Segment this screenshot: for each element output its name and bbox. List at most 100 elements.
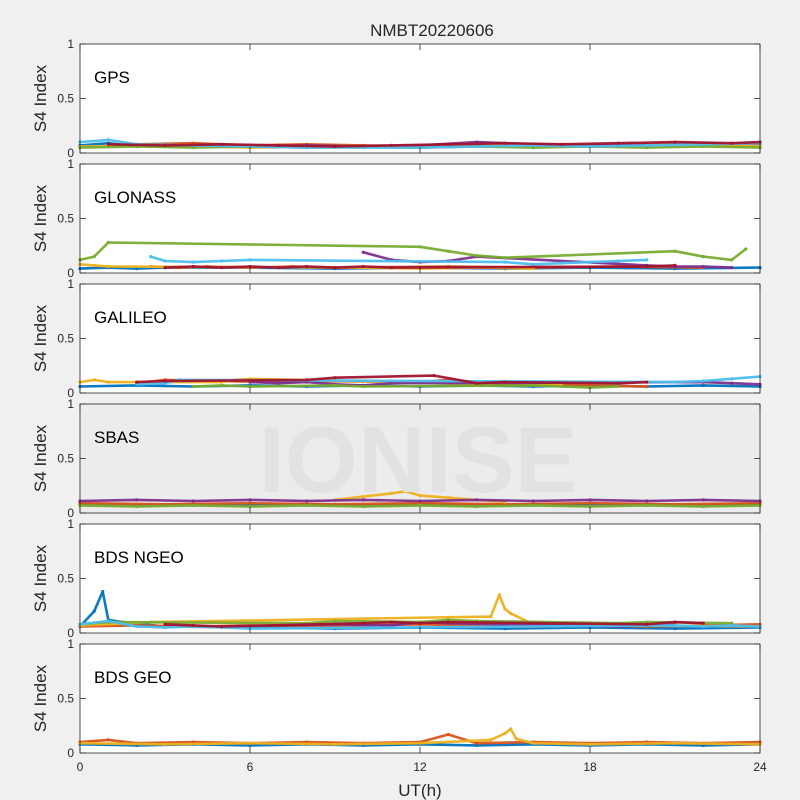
y-tick-label: 1 [67, 37, 74, 51]
data-point [588, 504, 592, 509]
data-point [220, 266, 224, 270]
data-point [305, 499, 309, 503]
panel-label: SBAS [94, 428, 139, 447]
data-point [509, 727, 513, 731]
data-point [475, 381, 479, 385]
data-point [446, 142, 450, 146]
data-point [730, 621, 734, 625]
data-point [220, 624, 224, 629]
data-point [503, 380, 507, 384]
data-point [616, 259, 620, 263]
y-tick-label: 1 [67, 277, 74, 291]
x-tick-label: 18 [583, 760, 597, 774]
data-point [191, 384, 195, 389]
series-line [192, 384, 620, 389]
data-point [101, 590, 105, 594]
y-axis-label: S4 Index [31, 304, 50, 372]
data-point [390, 266, 394, 270]
data-point [588, 144, 592, 149]
data-point [418, 499, 422, 503]
data-point [730, 266, 734, 270]
data-point [92, 255, 96, 259]
data-point [305, 264, 309, 269]
data-point [701, 144, 705, 149]
data-point [673, 263, 677, 267]
data-point [645, 499, 649, 503]
panel-glonass: 0 0.5 1 GLONASS S4 Index [31, 157, 762, 280]
data-point [673, 620, 677, 624]
panel-label: GLONASS [94, 188, 176, 207]
x-tick-label: 12 [413, 760, 427, 774]
data-point [503, 141, 507, 145]
data-point [497, 593, 501, 597]
data-point [645, 143, 649, 147]
y-tick-label: 0 [67, 386, 74, 400]
data-point [390, 491, 394, 495]
data-point [361, 384, 365, 389]
data-point [701, 383, 705, 387]
data-point [106, 240, 110, 245]
data-point [446, 618, 450, 622]
data-point [475, 743, 479, 748]
x-axis-label: UT(h) [398, 781, 441, 800]
series-5 [191, 383, 620, 390]
data-point [248, 741, 252, 745]
panel-bds-ngeo: 0 0.5 1 BDS NGEO S4 Index [31, 517, 762, 640]
data-point [191, 260, 195, 264]
data-point [560, 142, 564, 146]
data-point [248, 501, 252, 505]
data-point [531, 499, 535, 503]
data-point [220, 142, 224, 146]
data-point [149, 255, 153, 259]
y-tick-label: 0.5 [57, 452, 74, 466]
x-tick-label: 6 [247, 760, 254, 774]
data-point [489, 738, 493, 742]
series-4 [78, 498, 762, 503]
x-tick-label: 0 [77, 760, 84, 774]
data-point [305, 503, 309, 507]
data-point [135, 380, 139, 384]
data-point [361, 495, 365, 499]
y-tick-label: 0.5 [57, 212, 74, 226]
data-point [588, 742, 592, 746]
data-point [446, 732, 450, 737]
x-tick-label: 24 [753, 760, 767, 774]
data-point [106, 138, 110, 142]
data-point [418, 494, 422, 498]
data-point [163, 379, 167, 383]
data-point [701, 498, 705, 502]
y-tick-label: 0.5 [57, 692, 74, 706]
data-point [163, 259, 167, 263]
data-point [220, 259, 224, 263]
data-point [673, 140, 677, 144]
data-point [503, 607, 507, 611]
data-point [730, 381, 734, 385]
axes-background [80, 164, 760, 273]
data-point [135, 624, 139, 629]
data-point [475, 254, 479, 258]
y-axis-label: S4 Index [31, 184, 50, 252]
data-point [701, 264, 705, 269]
data-point [248, 504, 252, 509]
data-point [361, 498, 365, 502]
data-point [514, 737, 518, 741]
series-7 [135, 374, 649, 385]
data-point [645, 264, 649, 269]
data-point [418, 501, 422, 505]
y-tick-label: 0 [67, 506, 74, 520]
y-axis-label: S4 Index [31, 64, 50, 132]
series-7 [163, 263, 677, 270]
y-tick-label: 1 [67, 397, 74, 411]
data-point [509, 611, 513, 616]
data-point [333, 742, 337, 746]
series-5 [78, 240, 748, 262]
watermark-text: IONISE [259, 407, 578, 512]
data-point [503, 256, 507, 260]
data-point [333, 383, 337, 387]
y-tick-label: 0.5 [57, 332, 74, 346]
chart-title: NMBT20220606 [370, 21, 494, 40]
data-point [418, 621, 422, 625]
data-point [588, 501, 592, 505]
data-point [503, 731, 507, 736]
data-point [305, 378, 309, 382]
